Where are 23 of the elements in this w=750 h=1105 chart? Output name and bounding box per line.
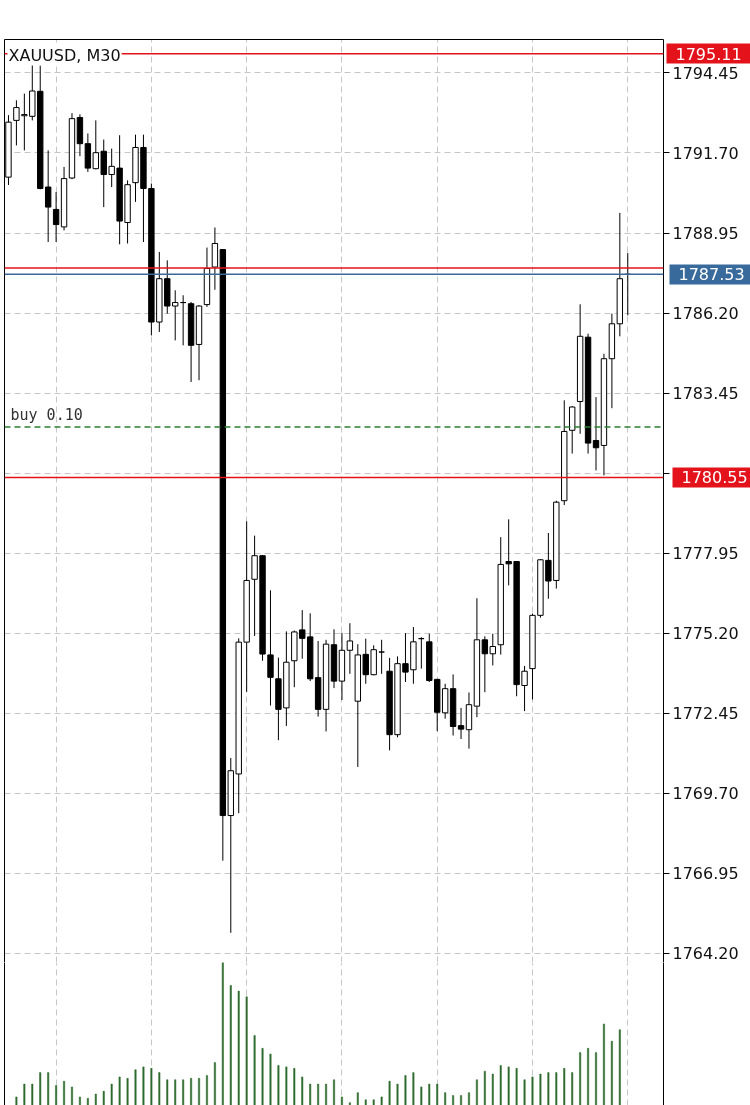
y-tick-label: 1772.45: [672, 704, 739, 724]
y-tick-label: 1794.45: [672, 63, 739, 83]
ref-line-label: 1787.53: [678, 265, 745, 285]
y-tick-label: 1766.95: [672, 864, 739, 884]
y-tick-label: 1775.20: [672, 624, 739, 644]
candlestick: [592, 396, 600, 471]
candlestick: [346, 622, 354, 675]
y-tick-label: 1783.45: [672, 384, 739, 404]
y-tick-label: 1791.70: [672, 143, 739, 163]
ref-line-label: 1780.55: [681, 468, 748, 488]
y-tick-label: 1786.20: [672, 304, 739, 324]
chart-title: XAUUSD, M30: [8, 45, 121, 65]
y-tick-label: 1769.70: [672, 784, 739, 804]
candlestick: [52, 191, 60, 243]
y-tick-label: 1777.95: [672, 544, 739, 564]
y-tick-label: 1788.95: [672, 224, 739, 243]
ref-line-label: 1795.11: [675, 44, 742, 64]
candlestick: [378, 639, 385, 675]
candlestick: [457, 707, 465, 740]
ref-line-label: buy 0.10: [10, 406, 83, 425]
candlestick: [267, 589, 274, 707]
y-tick-label: 1764.20: [672, 944, 739, 964]
candlestick: [568, 405, 576, 455]
